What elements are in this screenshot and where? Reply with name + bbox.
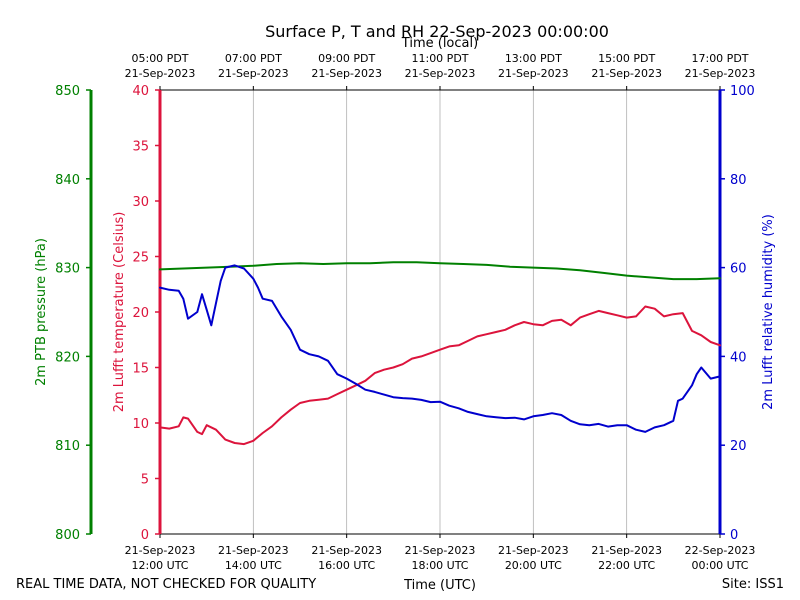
bottom-tick-time-label: 20:00 UTC [505, 559, 562, 572]
bottom-tick-time-label: 14:00 UTC [225, 559, 282, 572]
temperature-tick-label: 10 [132, 417, 149, 432]
top-tick-time-label: 17:00 PDT [691, 52, 748, 65]
site-label: Site: ISS1 [722, 577, 784, 592]
bottom-tick-date-label: 21-Sep-2023 [218, 544, 289, 557]
temperature-tick-label: 20 [132, 306, 149, 321]
bottom-tick-date-label: 21-Sep-2023 [498, 544, 569, 557]
temperature-tick-label: 30 [132, 195, 149, 210]
bottom-tick-time-label: 22:00 UTC [598, 559, 655, 572]
pressure-tick-label: 810 [55, 439, 80, 454]
bottom-tick-time-label: 00:00 UTC [691, 559, 748, 572]
top-tick-time-label: 09:00 PDT [318, 52, 375, 65]
top-tick-date-label: 21-Sep-2023 [498, 67, 569, 80]
top-tick-date-label: 21-Sep-2023 [218, 67, 289, 80]
humidity-axis-label: 2m Lufft relative humidity (%) [761, 214, 776, 410]
temperature-series-line [159, 305, 721, 446]
quality-footnote: REAL TIME DATA, NOT CHECKED FOR QUALITY [16, 577, 316, 592]
temperature-tick-label: 0 [141, 528, 149, 543]
top-tick-time-label: 05:00 PDT [131, 52, 188, 65]
top-axis-label: Time (local) [401, 36, 478, 51]
bottom-tick-time-label: 12:00 UTC [131, 559, 188, 572]
pressure-tick-label: 850 [55, 84, 80, 99]
pressure-tick-label: 820 [55, 350, 80, 365]
top-tick-time-label: 15:00 PDT [598, 52, 655, 65]
humidity-tick-label: 60 [730, 262, 747, 277]
chart-title: Surface P, T and RH 22-Sep-2023 00:00:00 [265, 22, 609, 41]
pressure-series-line [159, 261, 721, 281]
humidity-tick-label: 100 [730, 84, 755, 99]
humidity-series-line [159, 264, 721, 433]
pressure-tick-label: 830 [55, 262, 80, 277]
pressure-tick-label: 800 [55, 528, 80, 543]
temperature-tick-label: 35 [132, 140, 149, 155]
bottom-tick-date-label: 21-Sep-2023 [405, 544, 476, 557]
bottom-tick-date-label: 21-Sep-2023 [311, 544, 382, 557]
bottom-tick-date-label: 21-Sep-2023 [591, 544, 662, 557]
top-tick-date-label: 21-Sep-2023 [405, 67, 476, 80]
pressure-axis-label: 2m PTB pressure (hPa) [34, 238, 49, 386]
temperature-tick-label: 5 [141, 473, 149, 488]
top-tick-date-label: 21-Sep-2023 [311, 67, 382, 80]
bottom-axis-label: Time (UTC) [403, 578, 476, 593]
plot-layer: 05:00 PDT 21-Sep-2023 07:00 PDT 21-Sep-2023… [34, 52, 776, 572]
humidity-tick-label: 20 [730, 439, 747, 454]
top-tick-date-label: 21-Sep-2023 [685, 67, 756, 80]
top-tick-date-label: 21-Sep-2023 [125, 67, 196, 80]
temperature-tick-label: 40 [132, 84, 149, 99]
top-tick-time-label: 11:00 PDT [411, 52, 468, 65]
temperature-tick-label: 15 [132, 362, 149, 377]
humidity-tick-label: 0 [730, 528, 738, 543]
pressure-tick-label: 840 [55, 173, 80, 188]
temperature-axis-label: 2m Lufft temperature (Celsius) [112, 212, 127, 413]
top-tick-time-label: 07:00 PDT [225, 52, 282, 65]
humidity-tick-label: 80 [730, 173, 747, 188]
bottom-tick-time-label: 18:00 UTC [411, 559, 468, 572]
bottom-tick-time-label: 16:00 UTC [318, 559, 375, 572]
top-tick-date-label: 21-Sep-2023 [591, 67, 662, 80]
bottom-tick-date-label: 21-Sep-2023 [125, 544, 196, 557]
temperature-tick-label: 25 [132, 251, 149, 266]
bottom-tick-date-label: 22-Sep-2023 [685, 544, 756, 557]
humidity-tick-label: 40 [730, 350, 747, 365]
top-tick-time-label: 13:00 PDT [505, 52, 562, 65]
